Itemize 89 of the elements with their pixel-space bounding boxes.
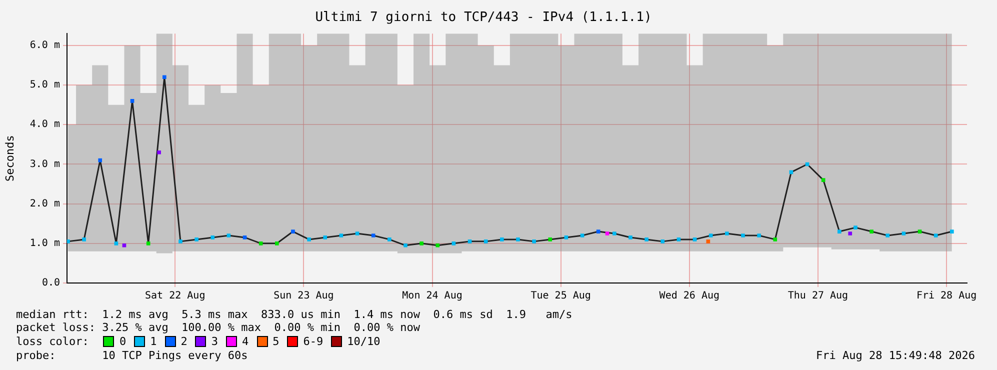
point <box>612 232 616 236</box>
point <box>660 240 665 244</box>
point <box>157 150 161 154</box>
legend-label: 2 <box>180 335 188 348</box>
point <box>741 234 745 238</box>
point <box>436 243 440 248</box>
point <box>98 158 102 162</box>
point <box>130 98 134 103</box>
point <box>789 170 794 174</box>
point <box>404 243 408 248</box>
point <box>837 230 842 234</box>
x-tick-label: Fri 28 Aug <box>916 290 977 302</box>
point <box>644 238 648 242</box>
point <box>210 236 215 240</box>
y-tick-label: 0.0 <box>42 278 60 289</box>
point <box>706 240 710 244</box>
point <box>420 242 424 246</box>
chart-title: Ultimi 7 giorni to TCP/443 - IPv4 (1.1.1.1) <box>315 10 652 26</box>
y-tick-label: 4.0 m <box>30 119 60 130</box>
point <box>580 234 584 238</box>
point <box>596 230 600 234</box>
point <box>848 232 852 236</box>
point <box>122 243 126 248</box>
point <box>724 232 729 236</box>
point <box>950 230 954 234</box>
point <box>854 226 858 230</box>
text: median rtt: 1.2 ms avg 5.3 ms max 833.0 us min 1.4 ms now 0.6 ms sd 1.9 am/s <box>16 308 572 321</box>
point <box>628 236 632 240</box>
y-tick-label: 5.0 m <box>30 80 60 91</box>
point <box>226 234 231 238</box>
point <box>371 234 376 238</box>
point <box>258 242 263 246</box>
point <box>500 238 504 242</box>
y-tick-label: 6.0 m <box>30 40 60 52</box>
point <box>918 230 922 234</box>
legend-label: 5 <box>272 335 280 348</box>
point <box>307 238 311 242</box>
point <box>194 238 198 242</box>
legend-title: loss color: <box>16 335 90 348</box>
point <box>676 238 681 242</box>
point <box>274 242 279 246</box>
point <box>902 232 906 236</box>
point <box>821 178 826 182</box>
point <box>178 240 182 244</box>
point <box>564 236 568 240</box>
point <box>114 242 118 246</box>
point <box>757 234 761 238</box>
x-tick-label: Mon 24 Aug <box>402 290 462 302</box>
point <box>323 236 328 240</box>
point <box>870 230 874 234</box>
x-tick-label: Sun 23 Aug <box>274 290 334 302</box>
legend-label: 10/10 <box>347 335 380 348</box>
legend-label: 3 <box>211 335 218 348</box>
point <box>242 236 247 240</box>
point <box>146 242 150 246</box>
point <box>692 238 697 242</box>
text: packet loss: 3.25 % avg 100.00 % max 0.00 % min 0.00 % now <box>16 321 420 334</box>
x-tick-label: Tue 25 Aug <box>530 290 591 302</box>
x-tick-label: Sat 22 Aug <box>145 290 206 302</box>
point <box>291 230 295 234</box>
point <box>886 234 890 238</box>
legend-label: 6-9 <box>303 335 324 348</box>
point <box>605 232 610 236</box>
point <box>532 240 536 244</box>
point <box>708 234 713 238</box>
point <box>934 234 938 238</box>
point <box>548 238 552 242</box>
legend-label: 1 <box>150 335 157 348</box>
y-tick-label: 2.0 m <box>30 198 60 210</box>
legend-label: 0 <box>119 335 126 348</box>
y-axis-title: Seconds <box>3 135 16 182</box>
point <box>339 234 344 238</box>
x-tick-label: Thu 27 Aug <box>788 290 848 302</box>
point <box>82 238 86 242</box>
text: probe: 10 TCP Pings every 60s <box>16 349 248 362</box>
point <box>387 238 392 242</box>
x-tick-label: Wed 26 Aug <box>659 290 720 302</box>
point <box>162 75 166 80</box>
y-tick-label: 3.0 m <box>30 158 60 170</box>
point <box>773 238 778 242</box>
point <box>484 240 488 244</box>
point <box>67 240 70 244</box>
y-tick-label: 1.0 m <box>30 238 60 250</box>
point <box>452 242 456 246</box>
point <box>468 240 472 244</box>
point <box>516 238 520 242</box>
text: Fri Aug 28 15:49:48 2026 <box>816 349 975 362</box>
point <box>355 232 360 236</box>
legend-label: 4 <box>242 335 249 348</box>
